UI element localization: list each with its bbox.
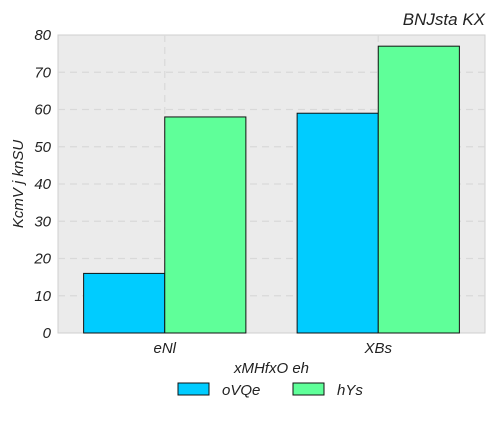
y-tick-label: 70 xyxy=(34,64,51,81)
legend-label-hYs: hYs xyxy=(337,382,363,399)
y-tick-label: 60 xyxy=(34,102,51,119)
x-ticks: eNl XBs xyxy=(153,340,392,357)
bar-hYs-XBs xyxy=(377,45,460,334)
y-tick-label: 30 xyxy=(34,213,51,230)
y-tick-label: 50 xyxy=(34,139,51,156)
y-tick-label: 80 xyxy=(34,27,51,44)
x-tick-label: XBs xyxy=(363,340,392,357)
y-tick-label: 40 xyxy=(34,176,51,193)
legend-swatch-oVQe xyxy=(177,382,210,396)
chart-title: BNJsta KX xyxy=(403,10,486,29)
y-tick-label: 0 xyxy=(43,325,52,342)
y-axis-label: KcmV j knSU xyxy=(10,140,27,229)
y-tick-label: 10 xyxy=(34,288,51,305)
x-axis-label: xMHfxO eh xyxy=(233,360,309,377)
y-ticks: 0 10 20 30 40 50 60 70 80 xyxy=(33,27,51,342)
bar-oVQe-XBs xyxy=(296,112,379,334)
legend-label-oVQe: oVQe xyxy=(222,382,260,399)
bar-hYs-eNl xyxy=(164,116,247,334)
y-tick-label: 20 xyxy=(33,251,51,268)
x-tick-label: eNl xyxy=(153,340,176,357)
legend-swatch-hYs xyxy=(292,382,325,396)
bar-oVQe-eNl xyxy=(83,272,166,334)
bars xyxy=(83,45,460,334)
legend: oVQe hYs xyxy=(177,382,363,399)
